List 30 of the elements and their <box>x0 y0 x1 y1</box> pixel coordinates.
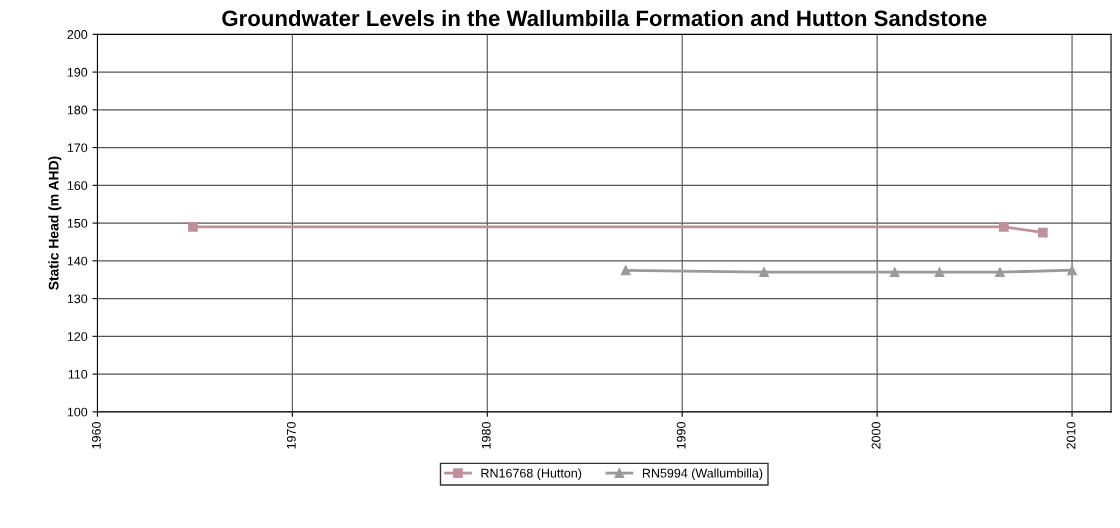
point <box>889 267 900 278</box>
y-axis-title: Static Head (m AHD) <box>48 156 62 290</box>
y-tick-label: 160 <box>67 181 88 190</box>
x-tick-label: 2000 <box>871 422 881 449</box>
point <box>995 267 1005 278</box>
y-tick-label: 130 <box>67 294 88 304</box>
point <box>1037 227 1048 238</box>
x-tick-label: 1980 <box>481 422 491 449</box>
point <box>759 267 769 278</box>
x-tick-label: 2010 <box>1066 422 1076 449</box>
y-tick-label: 190 <box>67 67 88 77</box>
y-tick-label: 100 <box>67 407 88 417</box>
y-tick-label: 120 <box>67 332 88 341</box>
y-tick-label: 200 <box>67 30 88 39</box>
point <box>934 267 945 278</box>
x-tick-label: 1970 <box>286 422 296 449</box>
y-tick-label: 150 <box>67 218 88 228</box>
y-tick-label: 110 <box>68 369 88 379</box>
legend-label: RN16768 (Hutton) <box>481 468 582 481</box>
point <box>620 265 631 276</box>
point <box>998 221 1009 232</box>
chart-title: Groundwater Levels in the Wallumbilla Formation and Hutton Sandstone <box>222 9 987 27</box>
point <box>1067 265 1077 276</box>
point <box>188 221 198 232</box>
y-tick-label: 170 <box>67 143 88 153</box>
y-tick-label: 180 <box>67 105 88 115</box>
x-tick-label: 1960 <box>91 422 101 449</box>
legend-label: RN5994 (Wallumbilla) <box>642 468 763 481</box>
x-tick-label: 1990 <box>676 422 686 449</box>
y-tick-label: 140 <box>67 256 88 266</box>
